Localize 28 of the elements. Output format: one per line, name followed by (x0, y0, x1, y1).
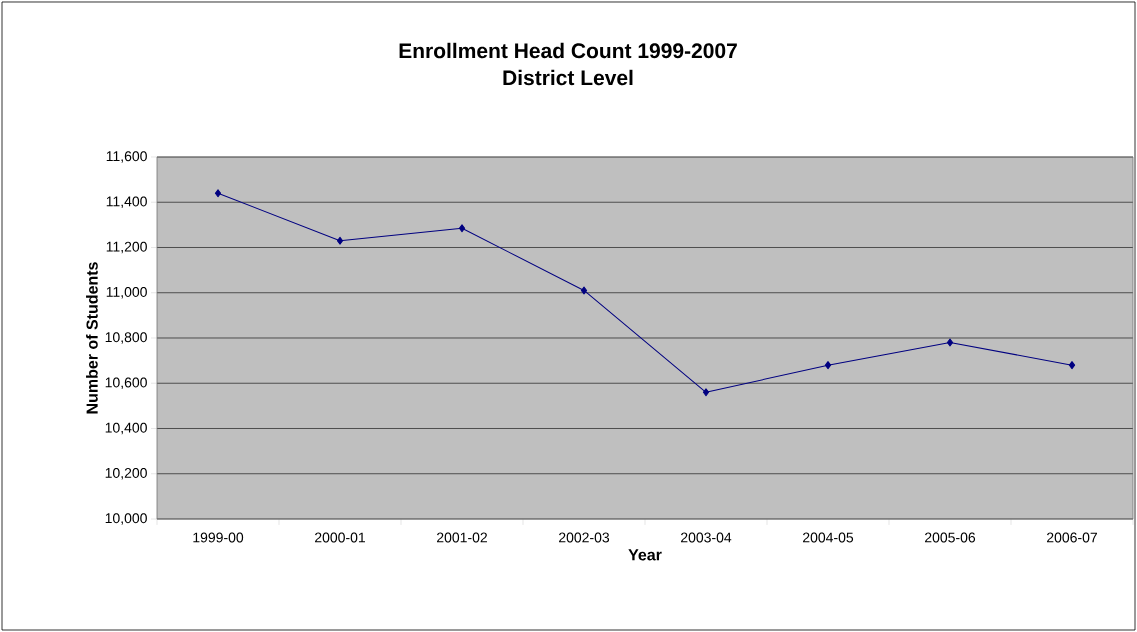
x-tick-label: 1999-00 (193, 532, 244, 543)
y-tick-label: 10,800 (105, 332, 147, 344)
y-tick-label: 11,600 (106, 151, 147, 163)
x-tick-label: 2003-04 (681, 532, 732, 543)
y-tick-label: 11,200 (106, 241, 147, 254)
point (580, 286, 588, 295)
x-tick-label: 2001-02 (437, 532, 487, 543)
point (702, 388, 710, 397)
y-tick-label: 11,400 (106, 196, 147, 209)
point (946, 338, 954, 347)
x-tick-label: 2006-07 (1047, 532, 1097, 543)
x-tick-label: 2004-05 (803, 532, 854, 543)
x-tick-label: 2002-03 (559, 532, 610, 543)
point (824, 361, 832, 370)
point (214, 189, 222, 198)
point (1068, 361, 1076, 370)
x-axis-title: Year (628, 549, 662, 561)
chart-title: Enrollment Head Count 1999-2007 District Level (399, 42, 737, 86)
y-tick-label: 10,400 (105, 422, 147, 435)
y-tick-label: 11,000 (106, 286, 147, 299)
y-tick-label: 10,200 (105, 467, 147, 480)
y-axis-title: Number of Students (86, 262, 98, 414)
x-tick-label: 2000-01 (315, 532, 365, 543)
y-tick-label: 10,600 (105, 377, 147, 390)
x-tick-label: 2005-06 (925, 532, 976, 543)
y-tick-label: 10,000 (105, 513, 147, 525)
point (458, 224, 466, 233)
point (336, 236, 344, 245)
